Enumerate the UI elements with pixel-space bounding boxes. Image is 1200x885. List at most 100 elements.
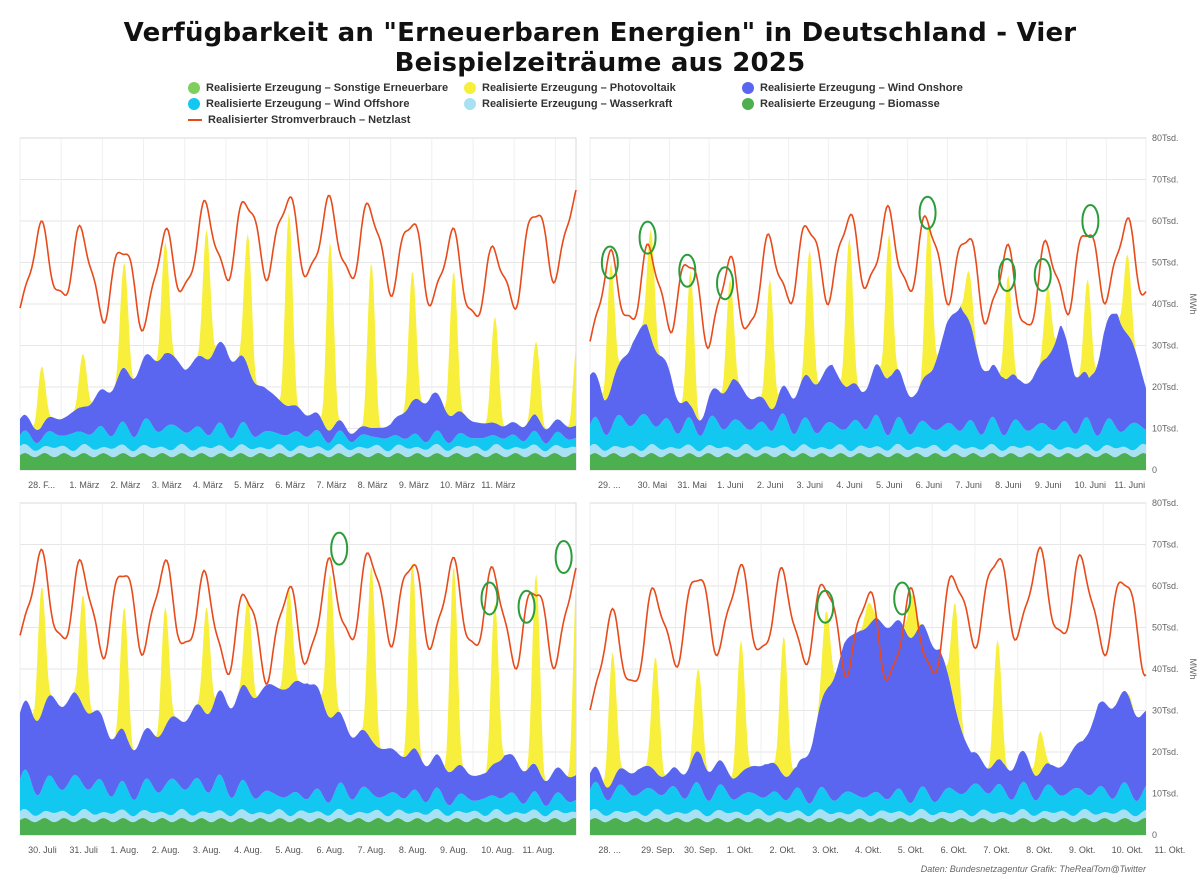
legend-swatch bbox=[464, 82, 476, 94]
y-tick-label: 20Tsd. bbox=[1152, 747, 1179, 757]
legend-item-sonstige[interactable]: Realisierte Erzeugung – Sonstige Erneuer… bbox=[188, 82, 448, 94]
marker-ellipse bbox=[1081, 204, 1100, 238]
x-tick-label: 1. Okt. bbox=[727, 845, 754, 855]
x-tick-label: 11. Juni bbox=[1114, 480, 1145, 490]
series-wasserkraft bbox=[590, 808, 1146, 823]
legend-swatch bbox=[188, 82, 200, 94]
marker-ellipse bbox=[554, 539, 573, 574]
x-tick-label: 3. Aug. bbox=[193, 845, 221, 855]
x-tick-label: 1. Juni bbox=[717, 480, 744, 490]
x-tick-label: 2. Okt. bbox=[769, 845, 796, 855]
series-wind-onshore bbox=[20, 680, 576, 806]
y-tick-label: 30Tsd. bbox=[1152, 706, 1179, 716]
marker-ellipse bbox=[678, 253, 697, 288]
marker-ellipse bbox=[600, 245, 619, 280]
marker-ellipse bbox=[998, 257, 1016, 292]
x-tick-label: 30. Mai bbox=[638, 480, 668, 490]
x-tick-label: 4. Okt. bbox=[855, 845, 882, 855]
series-photovoltaik bbox=[20, 563, 576, 781]
x-tick-label: 6. Juni bbox=[916, 480, 943, 490]
y-tick-label: 80Tsd. bbox=[1152, 498, 1179, 508]
x-tick-label: 2. März bbox=[111, 480, 142, 490]
x-tick-label: 11. Okt. bbox=[1154, 845, 1185, 855]
series-wind-offshore bbox=[20, 418, 576, 452]
x-tick-label: 6. Okt. bbox=[941, 845, 968, 855]
y-tick-label: 70Tsd. bbox=[1152, 175, 1179, 185]
x-tick-label: 3. März bbox=[152, 480, 183, 490]
y-tick-label: 70Tsd. bbox=[1152, 540, 1179, 550]
series-biomasse bbox=[590, 818, 1146, 835]
x-tick-label: 11. März bbox=[481, 480, 516, 490]
x-tick-label: 2. Juni bbox=[757, 480, 784, 490]
legend-swatch bbox=[464, 98, 476, 110]
legend: Realisierte Erzeugung – Sonstige Erneuer… bbox=[188, 82, 1088, 130]
series-biomasse bbox=[20, 453, 576, 470]
series-netzlast bbox=[19, 189, 577, 333]
marker-ellipse bbox=[893, 581, 912, 616]
x-tick-label: 4. Aug. bbox=[234, 845, 262, 855]
series-netzlast bbox=[19, 548, 577, 686]
chart-panel-bottom-left: 30. Juli 31. Juli 1. Aug. 2. Aug. 3. Aug. 4. … bbox=[19, 502, 577, 855]
legend-label: Realisierte Erzeugung – Biomasse bbox=[760, 98, 940, 110]
series-netzlast bbox=[589, 546, 1147, 711]
legend-item-netzlast[interactable]: Realisierter Stromverbrauch – Netzlast bbox=[188, 114, 410, 126]
x-tick-label: 29. ... bbox=[598, 480, 621, 490]
legend-label: Realisierte Erzeugung – Sonstige Erneuer… bbox=[206, 82, 449, 94]
legend-swatch bbox=[188, 98, 200, 110]
x-tick-label: 9. Okt. bbox=[1069, 845, 1096, 855]
marker-ellipse bbox=[638, 220, 657, 255]
x-tick-label: 5. Okt. bbox=[898, 845, 925, 855]
x-tick-label: 6. Aug. bbox=[316, 845, 344, 855]
y-tick-label: 10Tsd. bbox=[1152, 424, 1179, 434]
y-tick-label: 50Tsd. bbox=[1152, 258, 1179, 268]
legend-swatch bbox=[742, 82, 754, 94]
x-tick-label: 10. März bbox=[440, 480, 476, 490]
y-tick-label: 40Tsd. bbox=[1152, 299, 1179, 309]
x-tick-label: 3. Okt. bbox=[812, 845, 839, 855]
x-tick-label: 31. Juli bbox=[69, 845, 98, 855]
legend-label: Realisierter Stromverbrauch – Netzlast bbox=[208, 114, 411, 126]
y-tick-label: 0 bbox=[1152, 465, 1157, 475]
legend-item-biomasse[interactable]: Realisierte Erzeugung – Biomasse bbox=[742, 98, 940, 110]
x-tick-label: 28. F... bbox=[28, 480, 55, 490]
series-wasserkraft bbox=[20, 808, 576, 823]
source-note: Daten: Bundesnetzagentur Grafik: TheReal… bbox=[920, 864, 1146, 874]
marker-ellipse bbox=[330, 531, 349, 566]
legend-swatch bbox=[742, 98, 754, 110]
x-tick-label: 30. Juli bbox=[28, 845, 57, 855]
legend-label: Realisierte Erzeugung – Wind Onshore bbox=[760, 82, 963, 94]
x-tick-label: 3. Juni bbox=[797, 480, 824, 490]
y-tick-label: 30Tsd. bbox=[1152, 341, 1179, 351]
y-tick-label: 40Tsd. bbox=[1152, 664, 1179, 674]
x-tick-label: 10. Aug. bbox=[481, 845, 514, 855]
x-tick-label: 28. ... bbox=[598, 845, 621, 855]
series-biomasse bbox=[20, 818, 576, 835]
series-wind-onshore bbox=[20, 341, 576, 444]
legend-item-photovoltaik[interactable]: Realisierte Erzeugung – Photovoltaik bbox=[464, 82, 676, 94]
x-tick-label: 10. Okt. bbox=[1112, 845, 1144, 855]
chart-title: Verfügbarkeit an "Erneuerbaren Energien"… bbox=[123, 18, 1077, 78]
x-tick-label: 7. Juni bbox=[955, 480, 982, 490]
x-tick-label: 31. Mai bbox=[677, 480, 707, 490]
x-tick-label: 4. Juni bbox=[836, 480, 863, 490]
marker-ellipse bbox=[918, 195, 937, 230]
x-tick-label: 5. Aug. bbox=[275, 845, 303, 855]
y-axis-label: MWh bbox=[1188, 659, 1198, 680]
legend-label: Realisierte Erzeugung – Photovoltaik bbox=[482, 82, 676, 94]
legend-item-wind-offshore[interactable]: Realisierte Erzeugung – Wind Offshore bbox=[188, 98, 409, 110]
series-wind-offshore bbox=[590, 413, 1146, 452]
marker-ellipse bbox=[480, 581, 499, 616]
x-tick-label: 4. März bbox=[193, 480, 224, 490]
y-axis-label: MWh bbox=[1188, 294, 1198, 315]
legend-item-wasserkraft[interactable]: Realisierte Erzeugung – Wasserkraft bbox=[464, 98, 672, 110]
legend-item-wind-onshore[interactable]: Realisierte Erzeugung – Wind Onshore bbox=[742, 82, 963, 94]
marker-ellipse bbox=[716, 266, 735, 301]
y-tick-label: 0 bbox=[1152, 830, 1157, 840]
x-tick-label: 1. Aug. bbox=[111, 845, 139, 855]
series-biomasse bbox=[590, 453, 1146, 470]
marker-ellipse bbox=[816, 589, 835, 624]
series-wasserkraft bbox=[590, 443, 1146, 458]
x-tick-label: 7. März bbox=[316, 480, 347, 490]
y-tick-label: 50Tsd. bbox=[1152, 623, 1179, 633]
